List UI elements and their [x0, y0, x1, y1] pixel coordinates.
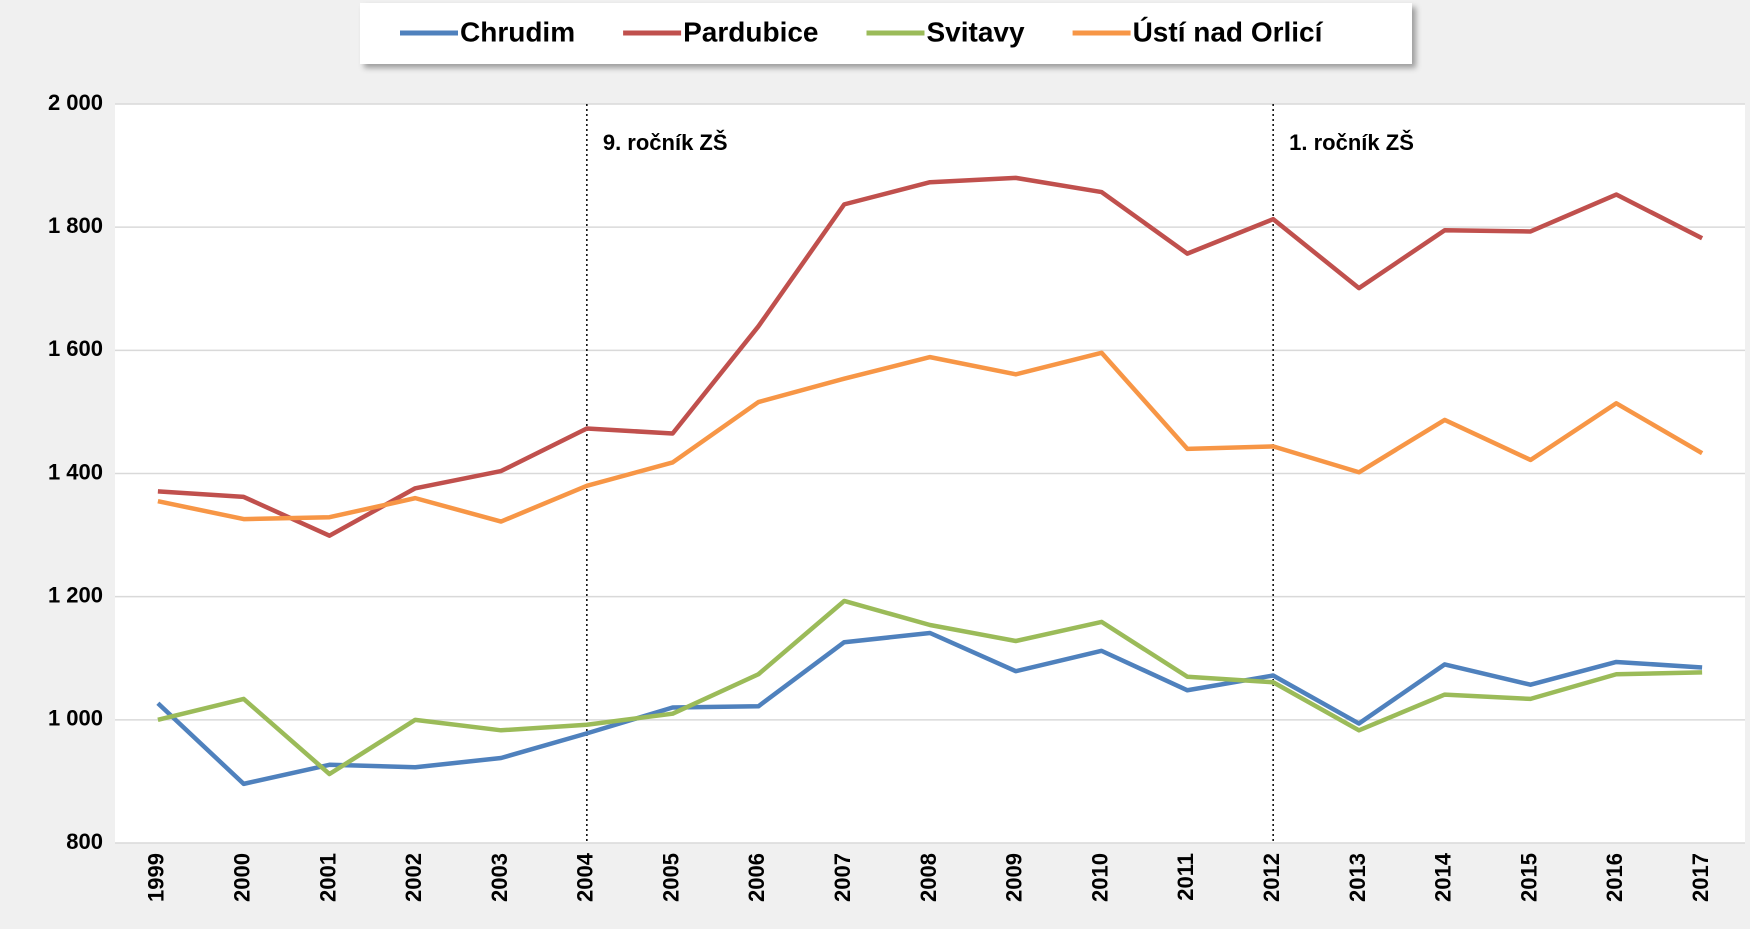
annotation: 1. ročník ZŠ: [1289, 130, 1414, 155]
x-tick-label: 1999: [144, 853, 169, 902]
legend-label: Svitavy: [927, 16, 1025, 47]
x-tick-label: 2007: [830, 853, 855, 902]
x-tick-label: 2016: [1602, 853, 1627, 902]
series-line: [157, 175, 1704, 538]
legend-label: Chrudim: [460, 16, 575, 47]
x-tick-label: 2017: [1688, 853, 1713, 902]
x-tick-label: 2001: [315, 853, 340, 902]
x-tick-label: 2011: [1173, 853, 1198, 901]
x-tick-label: 2008: [916, 853, 941, 902]
y-tick-label: 800: [66, 829, 103, 854]
x-tick-label: 2006: [744, 853, 769, 902]
x-tick-label: 2009: [1002, 853, 1027, 902]
y-tick-label: 1 600: [48, 336, 103, 361]
series-line: [157, 350, 1704, 524]
x-tick-label: 2003: [487, 853, 512, 902]
y-tick-label: 1 200: [48, 582, 103, 607]
y-tick-label: 1 000: [48, 706, 103, 731]
x-tick-label: 2013: [1345, 853, 1370, 902]
x-tick-label: 2012: [1259, 853, 1284, 902]
x-tick-label: 2015: [1516, 853, 1541, 902]
y-tick-label: 2 000: [48, 90, 103, 115]
x-tick-label: 2002: [401, 853, 426, 902]
x-tick-label: 2010: [1087, 853, 1112, 902]
x-tick-label: 2000: [229, 853, 254, 902]
series-line: [157, 598, 1703, 777]
x-tick-label: 2004: [573, 852, 598, 902]
series-line: [156, 630, 1703, 787]
x-tick-label: 2005: [658, 853, 683, 902]
annotation: 9. ročník ZŠ: [603, 130, 728, 155]
y-tick-label: 1 400: [48, 459, 103, 484]
y-tick-label: 1 800: [48, 213, 103, 238]
legend-label: Ústí nad Orlicí: [1133, 16, 1324, 47]
legend-label: Pardubice: [683, 16, 818, 47]
x-tick-label: 2014: [1431, 852, 1456, 902]
